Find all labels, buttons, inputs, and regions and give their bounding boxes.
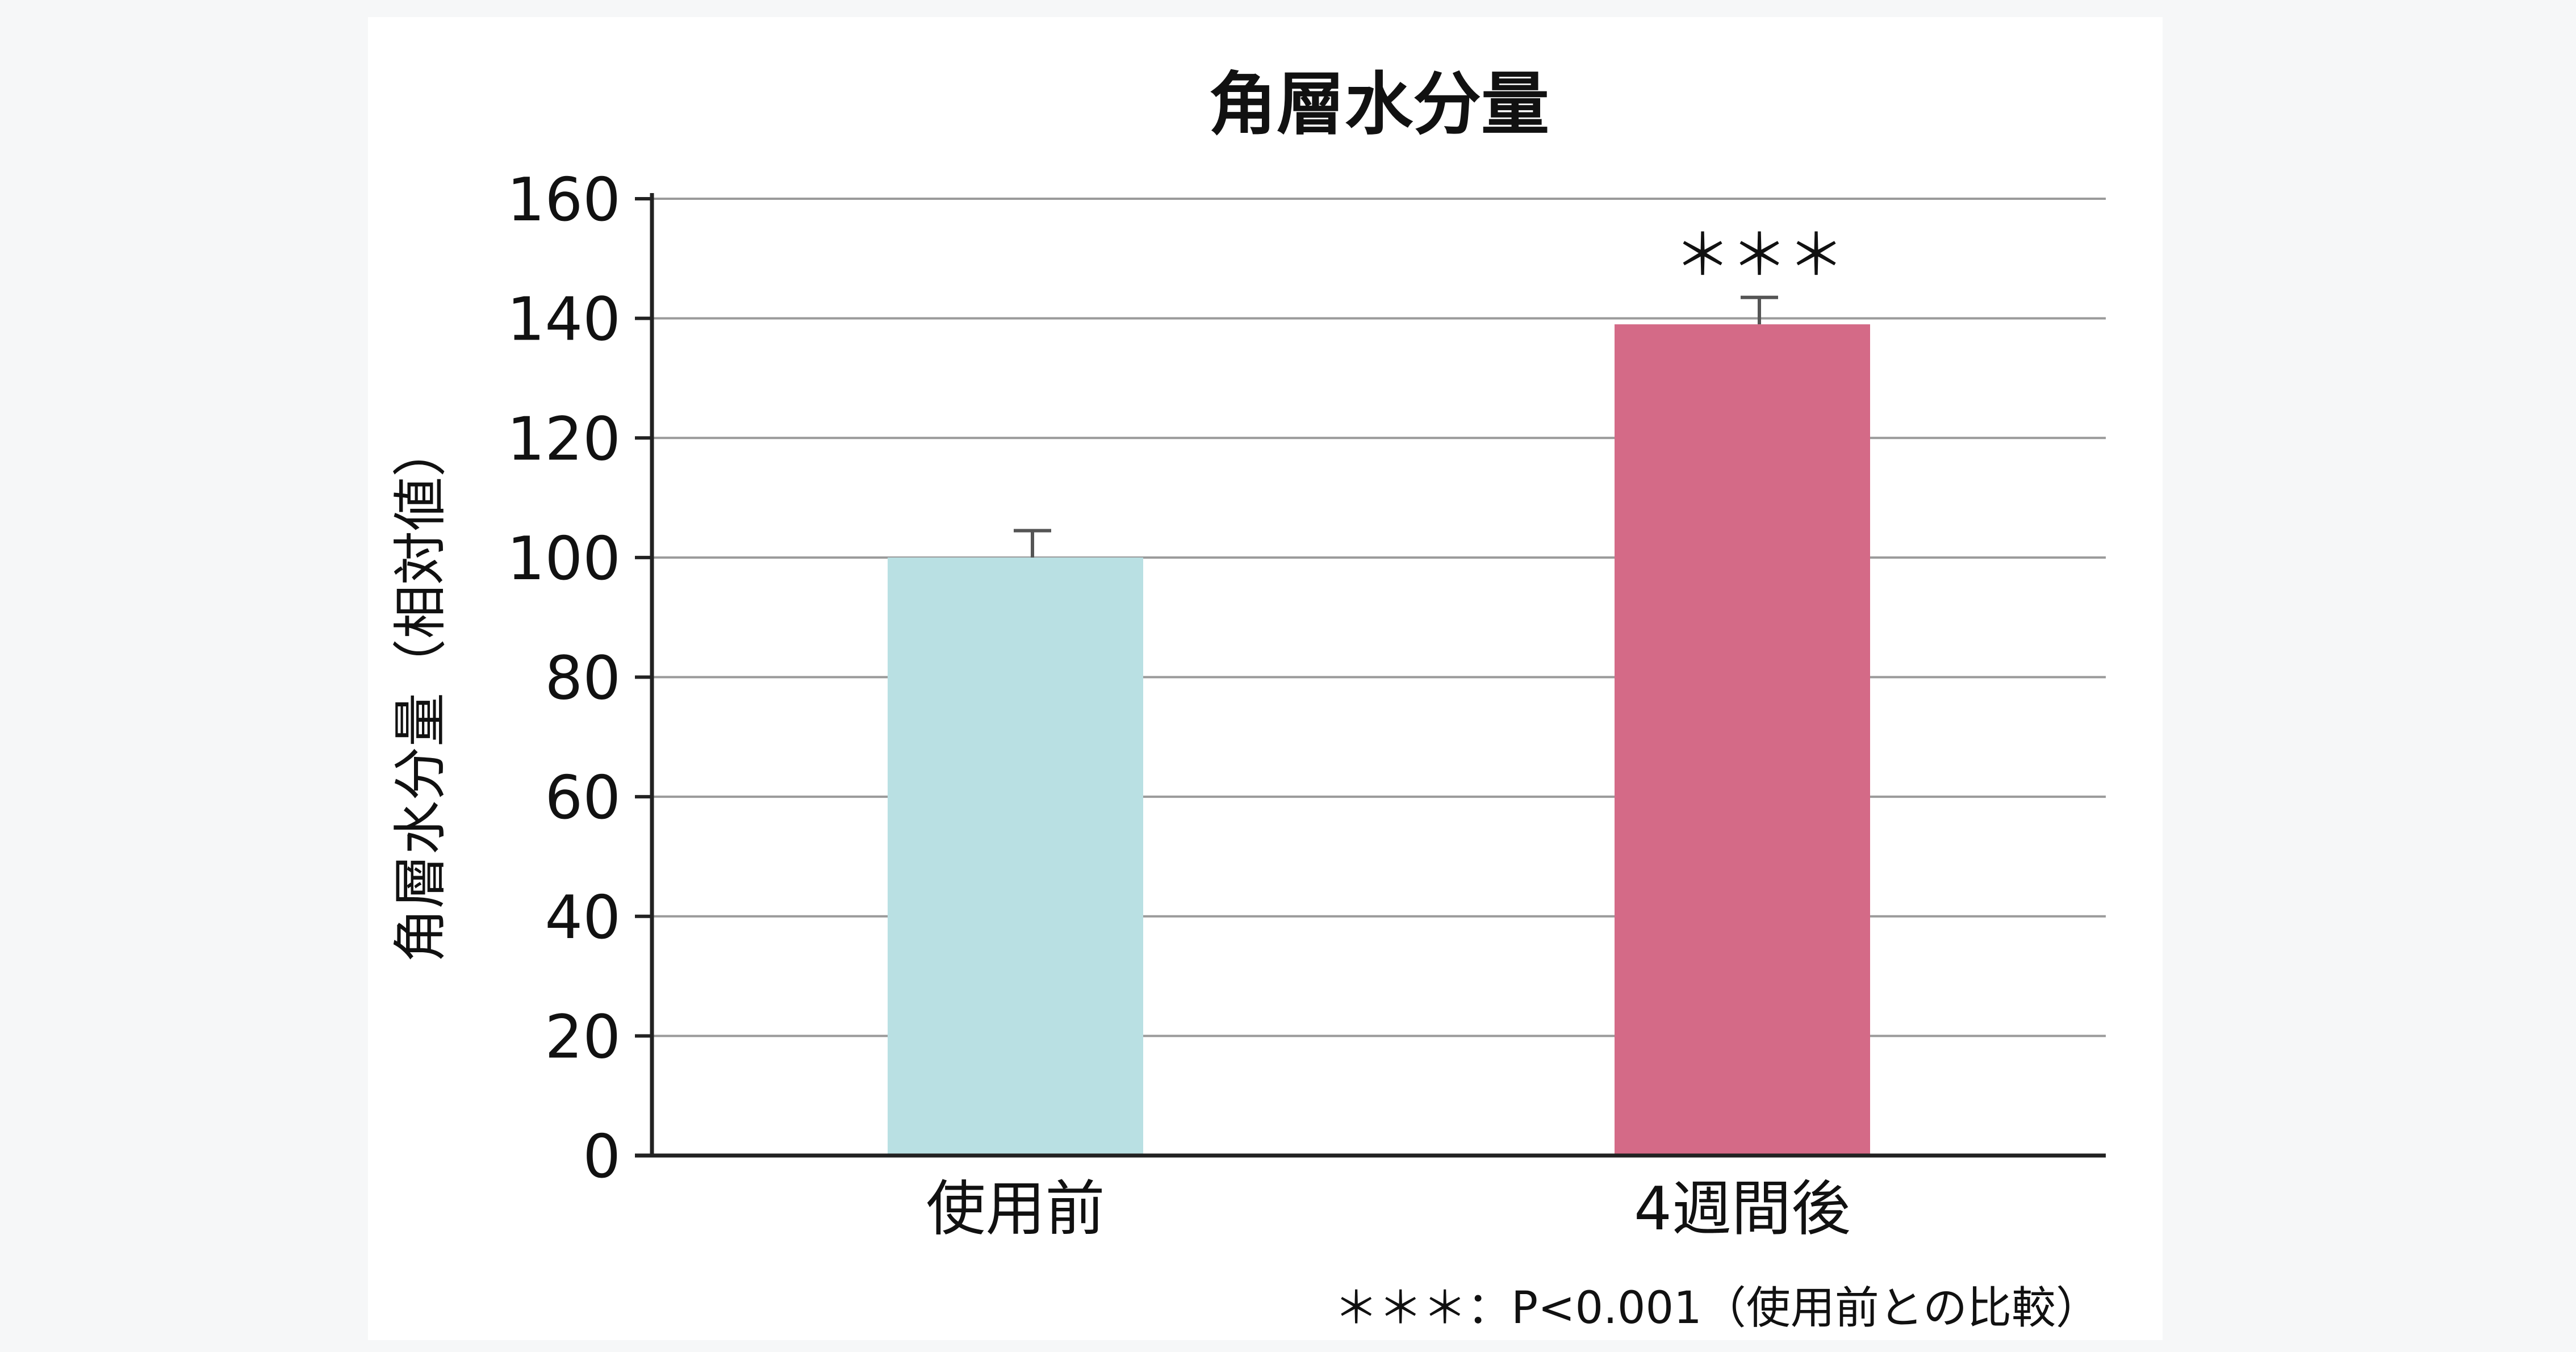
chart-title: 角層水分量	[1208, 65, 1549, 144]
bar-chart: 角層水分量 角層水分量（相対値） 0 20 40 60 80 100 120 140 160 使…	[390, 65, 2106, 1334]
x-tick-labels: 使用前 4週間後	[926, 1174, 1850, 1244]
significance-footnote: ＊＊＊：P<0.001（使用前との比較）	[1334, 1283, 2100, 1334]
y-tick-label: 80	[545, 644, 621, 713]
grid-lines	[652, 198, 2106, 1037]
significance-marks: ＊＊＊	[1674, 222, 1845, 288]
y-tick-label: 100	[507, 524, 621, 593]
y-tick-label: 160	[507, 165, 621, 235]
significance-mark: ＊＊＊	[1674, 222, 1845, 288]
y-axis-label: 角層水分量（相対値）	[390, 423, 452, 962]
y-tick-label: 20	[545, 1002, 621, 1071]
x-tick-label: 4週間後	[1634, 1174, 1851, 1244]
bar	[1615, 324, 1870, 1156]
bars	[888, 324, 1870, 1156]
y-tick-label: 60	[545, 763, 621, 832]
chart-panel: 角層水分量 角層水分量（相対値） 0 20 40 60 80 100 120 140 160 使…	[368, 17, 2163, 1340]
error-bars	[1014, 295, 1778, 558]
y-tick-label: 120	[507, 404, 621, 474]
y-tick-label: 0	[583, 1122, 621, 1191]
bar	[888, 557, 1143, 1156]
y-tick-label: 140	[507, 285, 621, 354]
y-tick-label: 40	[545, 883, 621, 952]
x-tick-label: 使用前	[926, 1174, 1105, 1244]
axes	[635, 193, 2106, 1158]
y-tick-labels: 0 20 40 60 80 100 120 140 160	[507, 165, 621, 1191]
